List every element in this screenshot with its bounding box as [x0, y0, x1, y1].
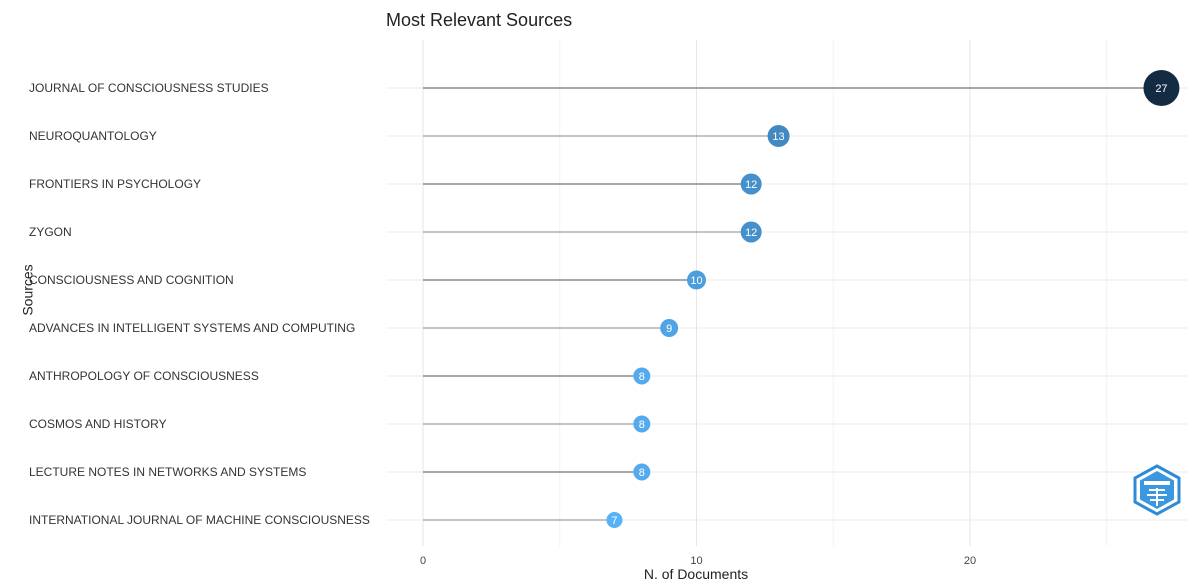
lollipop-point — [633, 415, 651, 433]
category-label: LECTURE NOTES IN NETWORKS AND SYSTEMS — [29, 465, 306, 479]
category-label: CONSCIOUSNESS AND COGNITION — [29, 273, 234, 287]
lollipop-point — [660, 319, 679, 337]
lollipop-point — [606, 512, 623, 528]
category-label: FRONTIERS IN PSYCHOLOGY — [29, 177, 201, 191]
category-label: JOURNAL OF CONSCIOUSNESS STUDIES — [29, 81, 269, 95]
chart-title: Most Relevant Sources — [386, 10, 573, 30]
value-label: 27 — [1155, 83, 1167, 95]
category-label: COSMOS AND HISTORY — [29, 417, 167, 431]
value-label: 8 — [639, 419, 645, 431]
grid — [386, 40, 1188, 546]
value-label: 8 — [639, 467, 645, 479]
lollipop-point — [633, 463, 651, 481]
value-label: 7 — [611, 515, 617, 527]
lollipop-point — [767, 125, 790, 147]
value-label: 8 — [639, 371, 645, 383]
value-label: 10 — [690, 275, 702, 287]
category-label: ANTHROPOLOGY OF CONSCIOUSNESS — [29, 369, 259, 383]
value-label: 12 — [745, 227, 757, 239]
points: 27 13 12 12 10 9 8 8 8 7 — [606, 70, 1180, 528]
lollipop-point — [633, 367, 651, 385]
lollipop-point — [1143, 70, 1180, 106]
x-tick-label: 20 — [964, 555, 976, 567]
category-label: ADVANCES IN INTELLIGENT SYSTEMS AND COMP… — [29, 321, 355, 335]
category-label: NEUROQUANTOLOGY — [29, 129, 157, 143]
lollipop-point — [740, 221, 762, 243]
category-label: INTERNATIONAL JOURNAL OF MACHINE CONSCIO… — [29, 513, 370, 527]
x-axis-label: N. of Documents — [643, 566, 749, 582]
x-tick-label: 10 — [690, 555, 702, 567]
value-label: 12 — [745, 179, 757, 191]
x-tick-label: 0 — [420, 555, 426, 567]
x-tick-labels: 0 10 20 — [420, 555, 976, 567]
stems — [423, 87, 1162, 521]
lollipop-point — [687, 270, 706, 290]
category-label: ZYGON — [29, 225, 72, 239]
bibliometrix-logo-icon — [1133, 464, 1181, 516]
category-labels: JOURNAL OF CONSCIOUSNESS STUDIES NEUROQUA… — [29, 81, 370, 527]
lollipop-point — [740, 173, 762, 195]
value-label: 13 — [772, 131, 784, 143]
value-label: 9 — [666, 323, 672, 335]
